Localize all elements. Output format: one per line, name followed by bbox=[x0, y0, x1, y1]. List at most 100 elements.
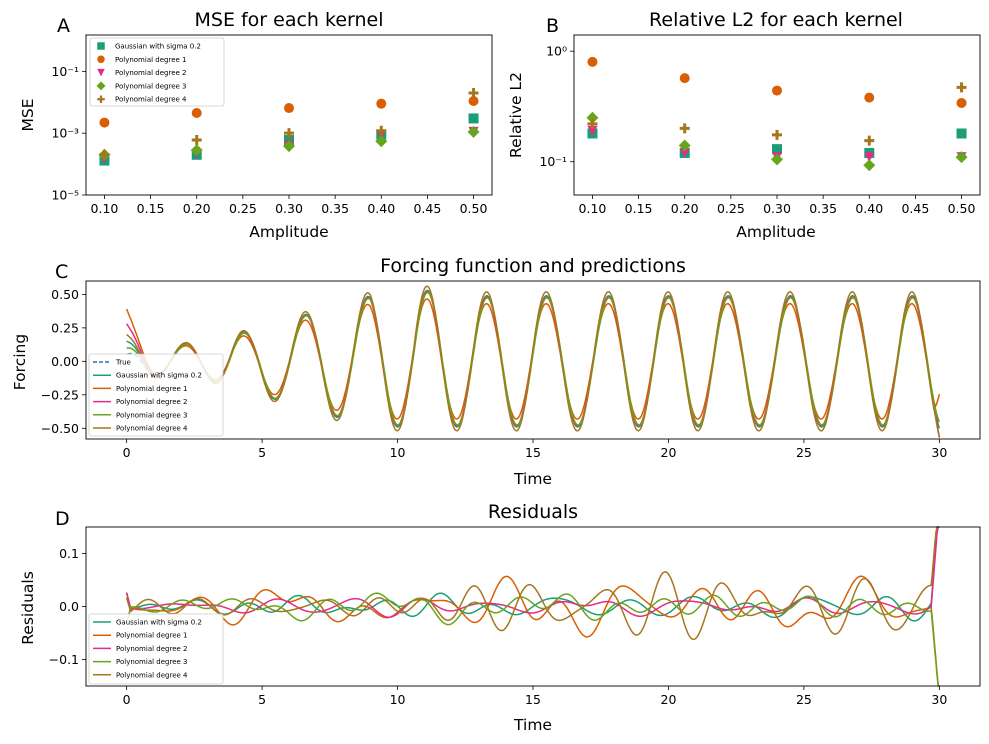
chart-d-xlabel: Time bbox=[513, 716, 552, 734]
chart-a-legend-marker-group bbox=[96, 81, 106, 91]
chart-b-point-4-1 bbox=[679, 123, 690, 134]
chart-b-point-4-0 bbox=[587, 118, 598, 129]
chart-d-xtick-label: 30 bbox=[931, 692, 947, 707]
panel-b-relative-l2: B Relative L2 for each kernel 0.10 0.15 0.… bbox=[507, 9, 981, 241]
chart-d-ylabel: Residuals bbox=[19, 571, 37, 645]
chart-c-legend: True Gaussian with sigma 0.2 Polynomial de… bbox=[88, 353, 224, 437]
chart-a-legend-marker bbox=[97, 68, 105, 77]
chart-c-xtick-label: 20 bbox=[661, 445, 677, 460]
chart-c-legend-label: Polynomial degree 2 bbox=[116, 398, 188, 406]
chart-a-point-3-2 bbox=[283, 140, 295, 153]
chart-b-xtick-label: 0.45 bbox=[901, 201, 929, 216]
chart-a-point-1-1 bbox=[191, 107, 202, 118]
chart-a-xtick-label: 0.30 bbox=[275, 201, 303, 216]
chart-c-ylabel: Forcing bbox=[11, 334, 29, 390]
chart-a-ylabel: MSE bbox=[19, 98, 37, 131]
chart-a-point-1-2 bbox=[284, 103, 294, 114]
chart-b-point-1-2 bbox=[772, 85, 782, 96]
chart-a-xtick-label: 0.10 bbox=[91, 201, 119, 216]
chart-a-point-4-2 bbox=[284, 128, 294, 139]
chart-b-frame bbox=[573, 34, 981, 196]
panel-letter-d: D bbox=[55, 508, 70, 530]
chart-d-legend: Gaussian with sigma 0.2 Polynomial degree… bbox=[88, 613, 224, 685]
chart-d-ytick-label: −0.1 bbox=[49, 652, 79, 667]
chart-a-point-0-2 bbox=[284, 135, 294, 146]
chart-c-legend-label: Polynomial degree 1 bbox=[116, 385, 188, 393]
chart-a-legend-marker-group bbox=[97, 55, 105, 64]
chart-a-legend-label: Gaussian with sigma 0.2 bbox=[115, 43, 201, 51]
chart-d-xtick-label: 5 bbox=[258, 692, 266, 707]
chart-a-frame bbox=[85, 34, 493, 196]
chart-a-legend-label: Polynomial degree 3 bbox=[115, 82, 187, 90]
chart-a-point-1-0 bbox=[99, 117, 110, 128]
chart-a-plot-area: 0.10 0.15 0.20 0.25 0.30 0.35 0.40 0.45 0.50 10⁻⁵… bbox=[51, 64, 487, 216]
chart-b-plot-area: 0.10 0.15 0.20 0.25 0.30 0.35 0.40 0.45 0.50 10⁻¹… bbox=[539, 44, 975, 216]
chart-c-xtick-label: 30 bbox=[931, 445, 947, 460]
chart-b-xlabel: Amplitude bbox=[736, 223, 815, 241]
chart-a-xtick-label: 0.35 bbox=[321, 201, 349, 216]
chart-a-point-3-3 bbox=[375, 135, 388, 148]
chart-b-point-3-1 bbox=[678, 139, 691, 152]
chart-d-legend-label: Polynomial degree 3 bbox=[116, 658, 188, 666]
chart-a-point-4-1 bbox=[191, 135, 202, 146]
chart-c-legend-label: True bbox=[115, 359, 131, 367]
chart-b-point-1-1 bbox=[679, 73, 690, 84]
chart-c-xlabel: Time bbox=[513, 470, 552, 488]
chart-d-series-line-3 bbox=[125, 592, 940, 687]
chart-a-legend: Gaussian with sigma 0.2 Polynomial degree… bbox=[89, 37, 225, 107]
chart-a-xtick-label: 0.40 bbox=[367, 201, 395, 216]
chart-b-point-3-4 bbox=[955, 151, 968, 164]
chart-c-xtick-label: 15 bbox=[525, 445, 541, 460]
chart-a-xtick-label: 0.20 bbox=[183, 201, 211, 216]
chart-b-point-3-0 bbox=[586, 111, 599, 124]
chart-c-plot-area: 0 5 10 15 20 25 30 −0.50 −0.25 0.00 0.25 0.50 bbox=[41, 285, 947, 460]
chart-a-xtick-label: 0.45 bbox=[413, 201, 441, 216]
chart-a-title: MSE for each kernel bbox=[194, 9, 383, 31]
chart-b-xtick-label: 0.15 bbox=[625, 201, 653, 216]
chart-a-legend-marker-group bbox=[97, 42, 105, 50]
chart-b-ytick-label: 10⁰ bbox=[546, 44, 567, 59]
chart-a-point-0-4 bbox=[468, 113, 479, 124]
chart-b-xtick-label: 0.10 bbox=[579, 201, 607, 216]
chart-b-xtick-label: 0.30 bbox=[763, 201, 791, 216]
chart-a-legend-marker bbox=[97, 42, 105, 50]
chart-c-ytick-label: −0.25 bbox=[41, 387, 79, 402]
chart-a-legend-label: Polynomial degree 4 bbox=[115, 96, 187, 104]
chart-b-point-2-0 bbox=[587, 125, 598, 136]
chart-d-legend-label: Polynomial degree 2 bbox=[116, 645, 188, 653]
chart-d-xtick-label: 10 bbox=[390, 692, 406, 707]
chart-c-xtick-label: 10 bbox=[390, 445, 406, 460]
chart-d-ytick-label: 0.0 bbox=[59, 599, 79, 614]
chart-b-point-1-4 bbox=[956, 97, 967, 108]
panel-letter-b: B bbox=[546, 15, 559, 37]
chart-b-xtick-label: 0.50 bbox=[948, 201, 976, 216]
chart-a-legend-marker-group bbox=[97, 68, 105, 77]
chart-c-legend-label: Polynomial degree 3 bbox=[116, 411, 188, 419]
chart-b-xtick-label: 0.40 bbox=[855, 201, 883, 216]
chart-b-point-2-1 bbox=[679, 147, 690, 158]
panel-letter-a: A bbox=[57, 15, 70, 37]
chart-a-xtick-label: 0.50 bbox=[460, 201, 488, 216]
chart-d-series-line-4 bbox=[125, 526, 940, 641]
chart-a-point-3-4 bbox=[467, 125, 480, 138]
chart-c-series-line-4 bbox=[126, 291, 941, 426]
chart-b-point-1-3 bbox=[864, 92, 875, 103]
panel-d-residuals: D Residuals 0 5 10 15 20 25 30−0.10.00.1 Time … bbox=[19, 501, 981, 734]
chart-d-xtick-label: 20 bbox=[661, 692, 677, 707]
chart-d-legend-label: Gaussian with sigma 0.2 bbox=[116, 619, 202, 627]
chart-b-point-3-3 bbox=[863, 159, 876, 172]
chart-a-ytick-label: 10⁻³ bbox=[51, 126, 79, 141]
chart-d-plot-area: 0 5 10 15 20 25 30 −0.1 0.0 0.1 bbox=[49, 526, 947, 707]
chart-a-legend-marker bbox=[97, 95, 105, 103]
chart-b-point-1-0 bbox=[587, 56, 598, 67]
chart-c-ytick-label: 0.50 bbox=[51, 287, 79, 302]
chart-b-point-3-2 bbox=[771, 153, 783, 166]
chart-c-ytick-label: −0.50 bbox=[41, 421, 79, 436]
chart-c-xtick-label: 0 bbox=[123, 445, 131, 460]
chart-c-frame bbox=[85, 280, 981, 440]
chart-d-ytick-label: 0.1 bbox=[59, 546, 79, 561]
chart-a-point-4-4 bbox=[468, 87, 479, 98]
chart-a-xlabel: Amplitude bbox=[249, 223, 328, 241]
chart-a-xtick-label: 0.15 bbox=[137, 201, 165, 216]
